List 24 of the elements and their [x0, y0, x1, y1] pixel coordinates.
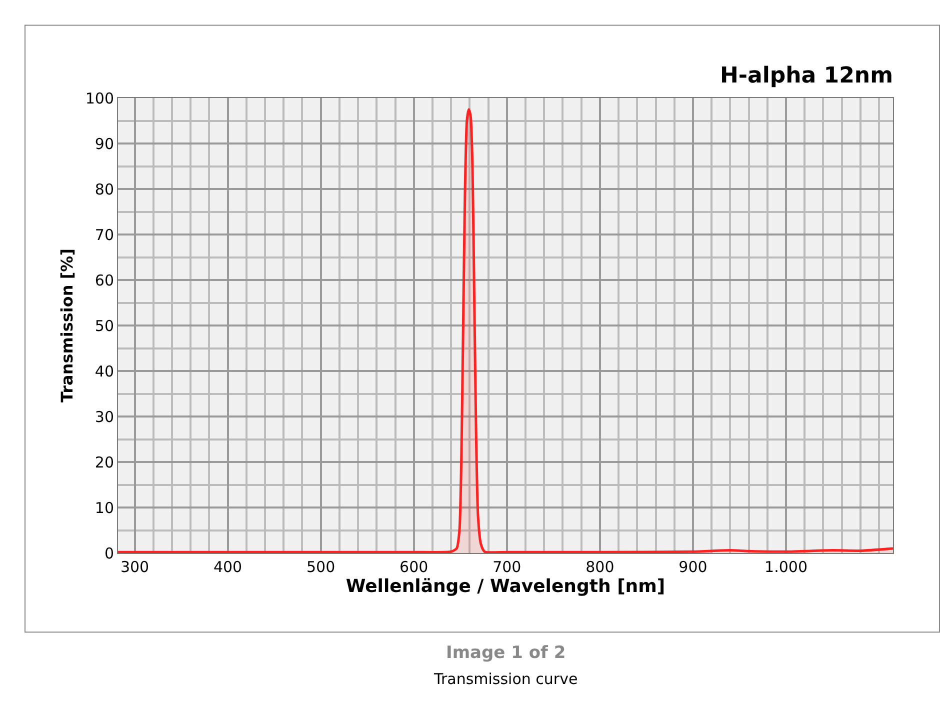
x-tick-label: 900	[678, 558, 708, 576]
y-tick-label: 50	[94, 316, 114, 335]
y-tick-label: 40	[94, 362, 114, 380]
x-tick-label: 300	[120, 558, 150, 576]
x-tick-label: 1.000	[764, 558, 808, 576]
chart-title: H-alpha 12nm	[720, 63, 893, 88]
y-axis-title: Transmission [%]	[57, 248, 76, 403]
x-axis-title: Wellenlänge / Wavelength [nm]	[346, 576, 666, 598]
text: Image 1 of 2	[446, 643, 566, 663]
x-tick-label: 600	[400, 558, 428, 576]
y-tick-label: 80	[94, 180, 114, 198]
y-tick-label: 60	[94, 271, 114, 290]
text: Transmission curve	[433, 670, 578, 688]
y-tick-label: 0	[104, 544, 114, 562]
y-tick-label: 70	[94, 226, 114, 244]
y-tick-label: 100	[85, 89, 114, 108]
x-tick-label: 800	[586, 558, 614, 576]
x-tick-label: 700	[492, 558, 522, 576]
x-tick-label: 400	[213, 558, 242, 576]
y-tick-label: 30	[94, 408, 114, 426]
x-tick-label: 500	[306, 558, 336, 576]
y-tick-label: 20	[94, 453, 114, 472]
y-tick-label: 90	[94, 134, 114, 153]
y-tick-label: 10	[94, 498, 114, 517]
